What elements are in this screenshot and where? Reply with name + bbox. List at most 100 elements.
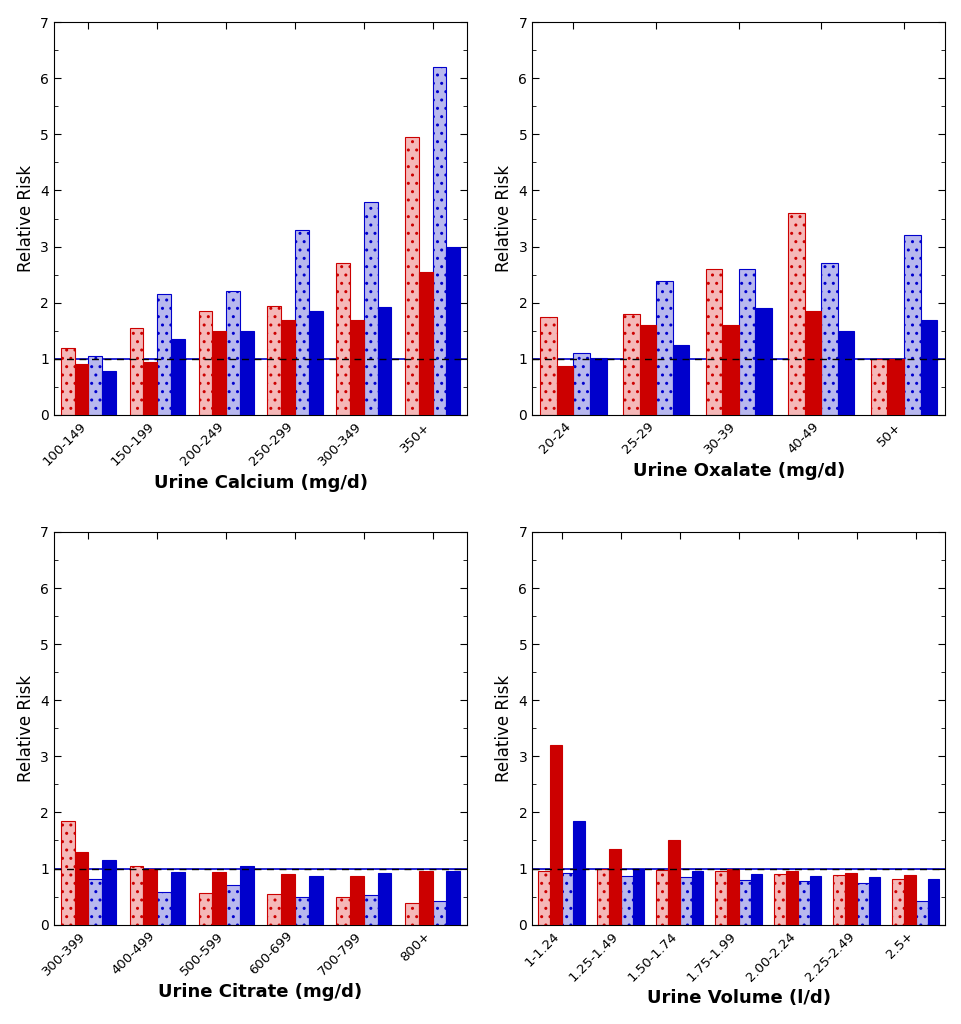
Bar <box>378 307 391 415</box>
Bar <box>363 895 378 925</box>
Bar <box>61 821 75 925</box>
Bar <box>774 874 785 925</box>
Bar <box>623 314 639 415</box>
Bar <box>418 871 432 925</box>
Bar <box>804 311 821 415</box>
Bar <box>655 282 672 415</box>
Bar <box>891 879 903 925</box>
Bar <box>926 879 939 925</box>
Bar <box>432 67 446 415</box>
Bar <box>198 311 212 415</box>
Bar <box>714 871 727 925</box>
Bar <box>102 371 116 415</box>
Bar <box>418 271 432 415</box>
Bar <box>378 873 391 925</box>
Bar <box>679 877 691 925</box>
Bar <box>75 365 88 415</box>
Bar <box>143 361 157 415</box>
Bar <box>432 901 446 925</box>
Bar <box>785 871 797 925</box>
Bar <box>573 821 584 925</box>
Bar <box>171 339 185 415</box>
Bar <box>620 876 632 925</box>
Bar <box>446 870 459 925</box>
Bar <box>295 897 308 925</box>
Bar <box>597 868 608 925</box>
Bar <box>738 880 750 925</box>
Bar <box>589 357 606 415</box>
Bar <box>903 876 915 925</box>
Bar <box>130 865 143 925</box>
Bar <box>870 358 887 415</box>
Bar <box>691 871 702 925</box>
Bar <box>722 326 738 415</box>
Bar <box>336 897 350 925</box>
Bar <box>130 328 143 415</box>
Bar <box>157 294 171 415</box>
Bar <box>903 236 920 415</box>
Bar <box>550 745 561 925</box>
Bar <box>639 326 655 415</box>
Y-axis label: Relative Risk: Relative Risk <box>16 165 35 272</box>
Bar <box>573 353 589 415</box>
Bar <box>738 269 754 415</box>
Bar <box>212 872 226 925</box>
Bar <box>844 873 856 925</box>
Bar <box>667 841 679 925</box>
Bar <box>809 876 821 925</box>
Bar <box>446 247 459 415</box>
Bar <box>363 202 378 415</box>
Bar <box>821 263 837 415</box>
Bar <box>868 877 879 925</box>
Y-axis label: Relative Risk: Relative Risk <box>494 165 512 272</box>
Bar <box>608 849 620 925</box>
X-axis label: Urine Citrate (mg/d): Urine Citrate (mg/d) <box>159 983 362 1001</box>
X-axis label: Urine Calcium (mg/d): Urine Calcium (mg/d) <box>154 474 367 492</box>
Bar <box>556 366 573 415</box>
Bar <box>212 331 226 415</box>
Bar <box>655 870 667 925</box>
Bar <box>308 876 322 925</box>
Bar <box>267 305 281 415</box>
X-axis label: Urine Volume (l/d): Urine Volume (l/d) <box>646 989 830 1008</box>
Bar <box>61 347 75 415</box>
Bar <box>281 874 295 925</box>
Bar <box>537 871 550 925</box>
Bar <box>540 316 556 415</box>
Bar <box>837 331 853 415</box>
Bar <box>308 311 322 415</box>
Bar <box>226 292 239 415</box>
Bar <box>350 319 363 415</box>
Bar <box>750 874 761 925</box>
Bar <box>295 229 308 415</box>
Bar <box>797 882 809 925</box>
Bar <box>267 894 281 925</box>
Bar <box>75 852 88 925</box>
Bar <box>405 137 418 415</box>
Bar <box>705 269 722 415</box>
Bar <box>281 319 295 415</box>
Bar <box>239 865 254 925</box>
Bar <box>171 872 185 925</box>
Bar <box>754 308 771 415</box>
Bar <box>226 886 239 925</box>
Bar <box>727 868 738 925</box>
Bar <box>405 903 418 925</box>
Bar <box>920 319 936 415</box>
X-axis label: Urine Oxalate (mg/d): Urine Oxalate (mg/d) <box>632 462 844 480</box>
Bar <box>239 331 254 415</box>
Bar <box>102 860 116 925</box>
Bar <box>672 345 688 415</box>
Bar <box>915 901 926 925</box>
Y-axis label: Relative Risk: Relative Risk <box>16 675 35 782</box>
Bar <box>561 873 573 925</box>
Bar <box>88 879 102 925</box>
Bar <box>787 213 804 415</box>
Bar <box>832 876 844 925</box>
Bar <box>88 356 102 415</box>
Bar <box>887 358 903 415</box>
Y-axis label: Relative Risk: Relative Risk <box>494 675 512 782</box>
Bar <box>198 893 212 925</box>
Bar <box>856 883 868 925</box>
Bar <box>143 868 157 925</box>
